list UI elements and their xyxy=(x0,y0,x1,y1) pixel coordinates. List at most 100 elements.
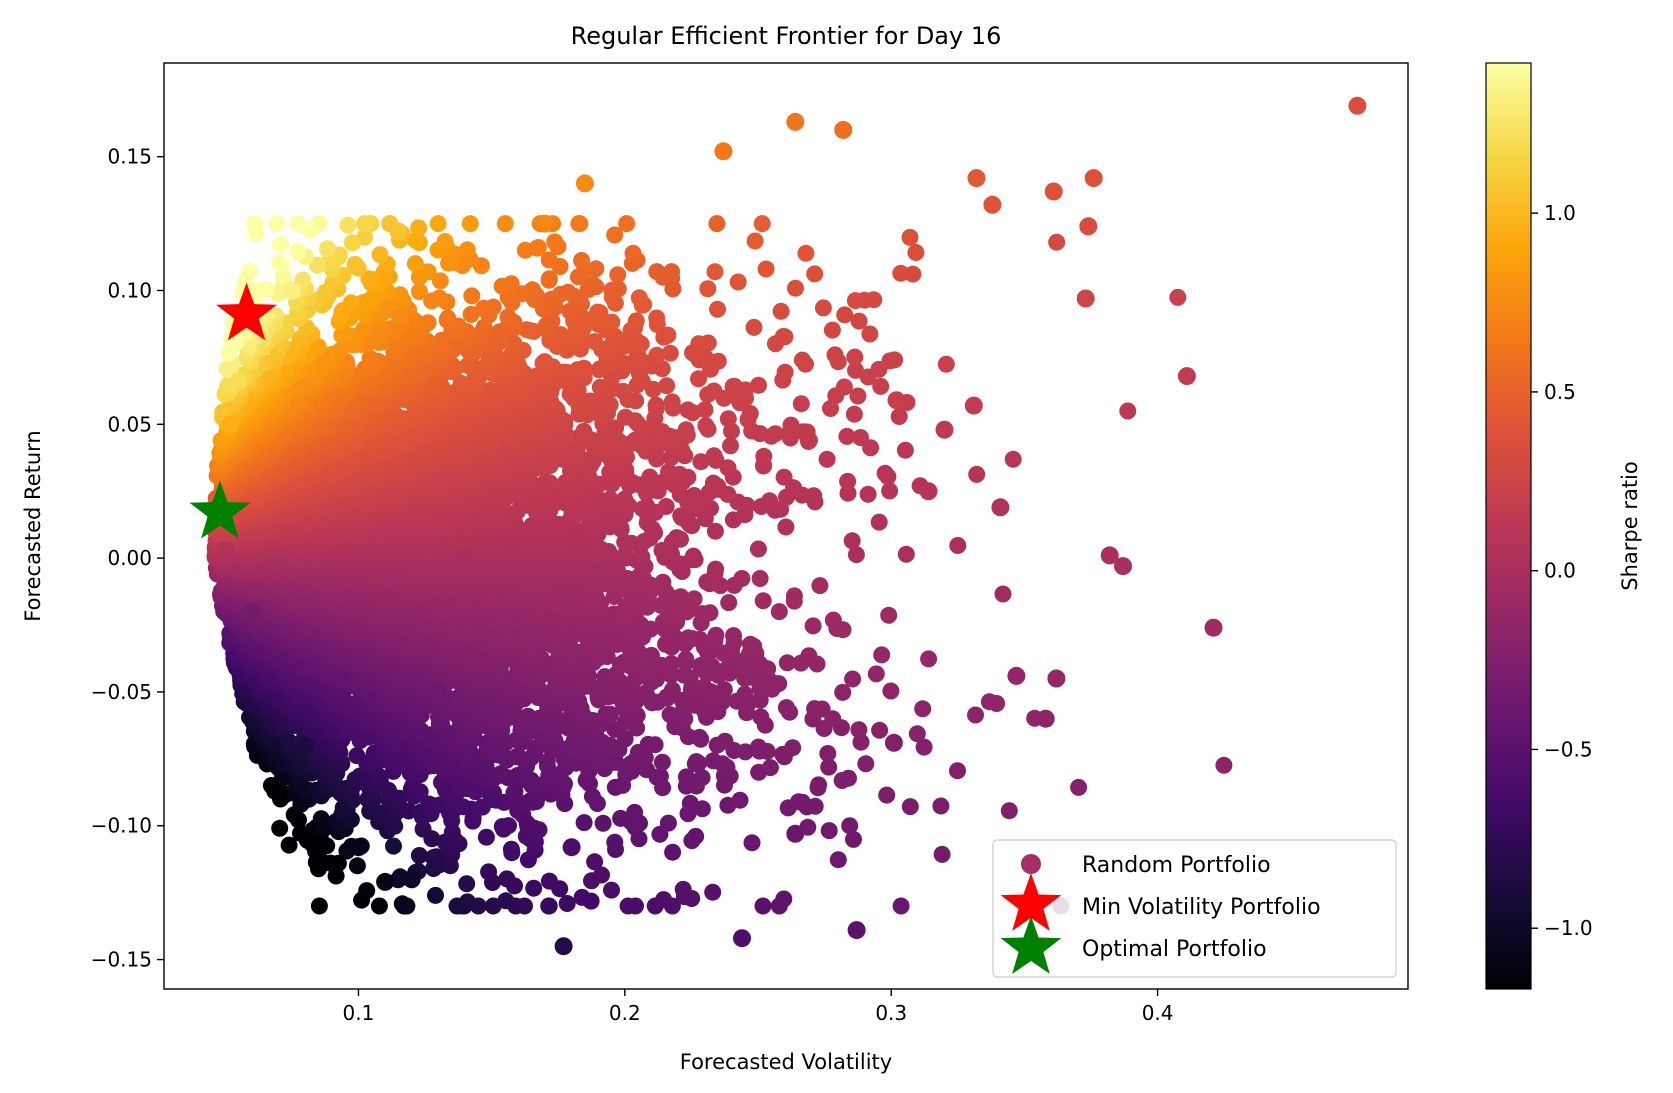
random-portfolio-point xyxy=(522,771,540,789)
random-portfolio-point xyxy=(715,681,733,699)
random-portfolio-point xyxy=(770,603,788,621)
random-portfolio-point xyxy=(933,845,951,863)
random-portfolio-point xyxy=(662,655,680,673)
random-portfolio-point xyxy=(751,570,769,587)
random-portfolio-point xyxy=(881,482,899,500)
random-portfolio-point xyxy=(657,498,675,515)
random-portfolio-point xyxy=(749,738,767,756)
random-portfolio-point xyxy=(775,890,793,908)
random-portfolio-point xyxy=(627,897,644,915)
random-portfolio-point xyxy=(719,410,737,428)
random-portfolio-point xyxy=(674,880,692,898)
random-portfolio-point xyxy=(664,843,682,861)
random-portfolio-point xyxy=(500,817,517,835)
random-portfolio-point xyxy=(845,830,862,848)
random-portfolio-point xyxy=(736,743,754,761)
random-portfolio-point xyxy=(949,537,967,554)
random-portfolio-point xyxy=(806,797,824,815)
random-portfolio-point xyxy=(329,854,347,872)
random-portfolio-point xyxy=(778,654,796,672)
random-portfolio-point xyxy=(677,650,695,668)
random-portfolio-point xyxy=(652,596,670,614)
random-portfolio-point xyxy=(850,721,868,739)
random-portfolio-point xyxy=(878,786,896,804)
random-portfolio-point xyxy=(968,465,986,483)
random-portfolio-point xyxy=(932,797,950,815)
random-portfolio-point xyxy=(742,635,759,653)
random-portfolio-point xyxy=(642,646,660,664)
random-portfolio-point xyxy=(498,870,516,888)
random-portfolio-point xyxy=(751,691,769,709)
random-portfolio-point xyxy=(318,837,336,855)
random-portfolio-point xyxy=(370,767,388,785)
random-portfolio-point xyxy=(506,782,524,800)
random-portfolio-point xyxy=(784,739,802,757)
random-portfolio-point xyxy=(736,685,754,703)
random-portfolio-point xyxy=(410,847,428,864)
random-portfolio-point xyxy=(980,693,998,711)
random-portfolio-point xyxy=(663,681,681,699)
random-portfolio-point xyxy=(896,441,914,459)
random-portfolio-point xyxy=(838,427,856,445)
random-portfolio-point xyxy=(839,472,857,490)
random-portfolio-point xyxy=(675,666,693,684)
random-portfolio-point xyxy=(601,705,619,723)
random-portfolio-point xyxy=(646,736,664,754)
random-portfolio-point xyxy=(857,755,875,773)
random-portfolio-point xyxy=(840,769,857,787)
random-portfolio-point xyxy=(937,355,955,373)
random-portfolio-point xyxy=(290,811,307,829)
random-portfolio-point xyxy=(1000,802,1018,820)
random-portfolio-point xyxy=(312,810,330,828)
random-portfolio-point xyxy=(582,892,600,910)
random-portfolio-point xyxy=(820,822,838,840)
random-portfolio-point xyxy=(697,417,715,435)
random-portfolio-point xyxy=(810,776,828,794)
random-portfolio-point xyxy=(510,748,528,766)
random-portfolio-point xyxy=(1215,756,1233,774)
random-portfolio-point xyxy=(873,646,891,664)
random-portfolio-point xyxy=(804,617,822,635)
random-portfolio-point xyxy=(754,592,772,610)
random-portfolio-point xyxy=(835,378,853,396)
random-portfolio-point xyxy=(775,468,793,486)
random-portfolio-point xyxy=(348,857,366,875)
random-portfolio-point xyxy=(725,627,742,645)
random-portfolio-point xyxy=(594,814,612,832)
random-portfolio-point xyxy=(707,626,725,644)
random-portfolio-point xyxy=(792,395,810,413)
random-portfolio-point xyxy=(820,758,838,776)
random-portfolio-point xyxy=(716,732,734,750)
random-portfolio-point xyxy=(845,405,863,423)
random-portfolio-point xyxy=(829,851,847,869)
random-portfolio-point xyxy=(516,897,533,915)
random-portfolio-point xyxy=(684,547,702,565)
random-portfolio-point xyxy=(537,473,555,491)
random-portfolio-point xyxy=(920,650,938,668)
random-portfolio-point xyxy=(752,708,770,726)
random-portfolio-point xyxy=(348,747,366,765)
random-portfolio-point xyxy=(469,897,487,915)
random-portfolio-point xyxy=(785,587,803,605)
points-layer xyxy=(206,96,1367,956)
random-portfolio-point xyxy=(691,728,708,746)
random-portfolio-point xyxy=(679,629,697,647)
random-portfolio-point xyxy=(880,606,898,624)
random-portfolio-point xyxy=(616,714,634,732)
random-portfolio-point xyxy=(824,611,842,629)
random-portfolio-point xyxy=(583,788,601,805)
random-portfolio-point xyxy=(800,647,818,665)
random-portfolio-point xyxy=(761,492,779,510)
random-portfolio-point xyxy=(818,450,836,468)
random-portfolio-point xyxy=(859,485,877,503)
random-portfolio-point xyxy=(641,468,659,486)
random-portfolio-point xyxy=(994,585,1012,603)
random-portfolio-point xyxy=(701,604,719,622)
random-portfolio-point xyxy=(398,897,416,915)
random-portfolio-point xyxy=(777,699,795,717)
random-portfolio-point xyxy=(370,897,388,915)
random-portfolio-point xyxy=(1169,288,1187,306)
random-portfolio-point xyxy=(720,594,738,612)
random-portfolio-point xyxy=(606,833,624,851)
